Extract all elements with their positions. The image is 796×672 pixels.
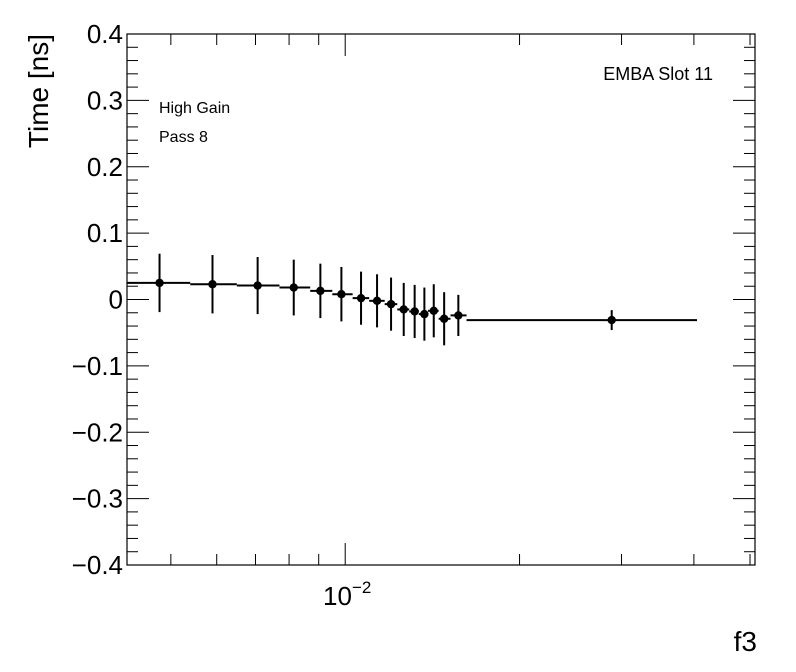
x-axis-title: f3 bbox=[734, 626, 757, 657]
slot-annotation: EMBA Slot 11 bbox=[603, 64, 713, 84]
x-tick-label-decade: 10−2 bbox=[323, 578, 371, 611]
y-axis-tick-labels: −0.4 −0.3 −0.2 −0.1 0 0.1 0.2 0.3 0.4 bbox=[72, 19, 123, 580]
data-point bbox=[332, 266, 353, 322]
point-marker bbox=[253, 281, 262, 290]
point-marker bbox=[439, 314, 449, 323]
point-marker bbox=[386, 299, 396, 309]
data-point bbox=[279, 259, 311, 316]
y-tick-label: −0.3 bbox=[72, 484, 123, 514]
gain-annotation: High Gain bbox=[159, 100, 230, 117]
point-marker bbox=[454, 311, 463, 320]
data-point bbox=[466, 310, 698, 331]
data-point bbox=[190, 255, 237, 314]
x-tick-exponent: −2 bbox=[352, 578, 371, 597]
y-axis-title: Time [ns] bbox=[23, 34, 54, 148]
data-point bbox=[369, 274, 385, 328]
y-tick-label: 0 bbox=[109, 285, 123, 315]
data-series bbox=[127, 253, 698, 346]
x-axis-ticks bbox=[170, 34, 751, 565]
point-marker bbox=[607, 315, 616, 325]
data-point bbox=[352, 271, 370, 325]
point-marker bbox=[372, 296, 382, 306]
y-tick-label: −0.4 bbox=[72, 550, 123, 580]
data-point bbox=[127, 253, 191, 313]
y-tick-label: −0.2 bbox=[72, 417, 123, 447]
data-point bbox=[450, 294, 467, 337]
y-tick-label: 0.1 bbox=[87, 218, 123, 248]
data-point bbox=[236, 257, 280, 315]
pass-annotation: Pass 8 bbox=[159, 129, 208, 146]
point-marker bbox=[429, 306, 438, 315]
data-point bbox=[384, 277, 398, 331]
point-marker bbox=[155, 278, 164, 288]
point-marker bbox=[337, 289, 346, 299]
point-marker bbox=[356, 293, 366, 303]
point-marker bbox=[399, 305, 408, 314]
point-marker bbox=[410, 307, 419, 316]
data-point bbox=[428, 284, 439, 338]
data-point bbox=[438, 292, 451, 346]
data-point bbox=[418, 287, 429, 341]
point-marker bbox=[420, 309, 429, 319]
y-tick-label: 0.3 bbox=[87, 85, 123, 115]
data-point bbox=[397, 282, 410, 337]
point-marker bbox=[208, 280, 217, 289]
point-marker bbox=[289, 283, 298, 292]
data-point bbox=[409, 284, 419, 338]
x-tick-base: 10 bbox=[323, 581, 352, 611]
y-axis-ticks bbox=[127, 33, 755, 566]
data-point bbox=[310, 263, 333, 319]
y-tick-label: −0.1 bbox=[72, 351, 123, 381]
y-tick-label: 0.4 bbox=[87, 19, 123, 49]
y-tick-label: 0.2 bbox=[87, 152, 123, 182]
point-marker bbox=[316, 286, 325, 296]
